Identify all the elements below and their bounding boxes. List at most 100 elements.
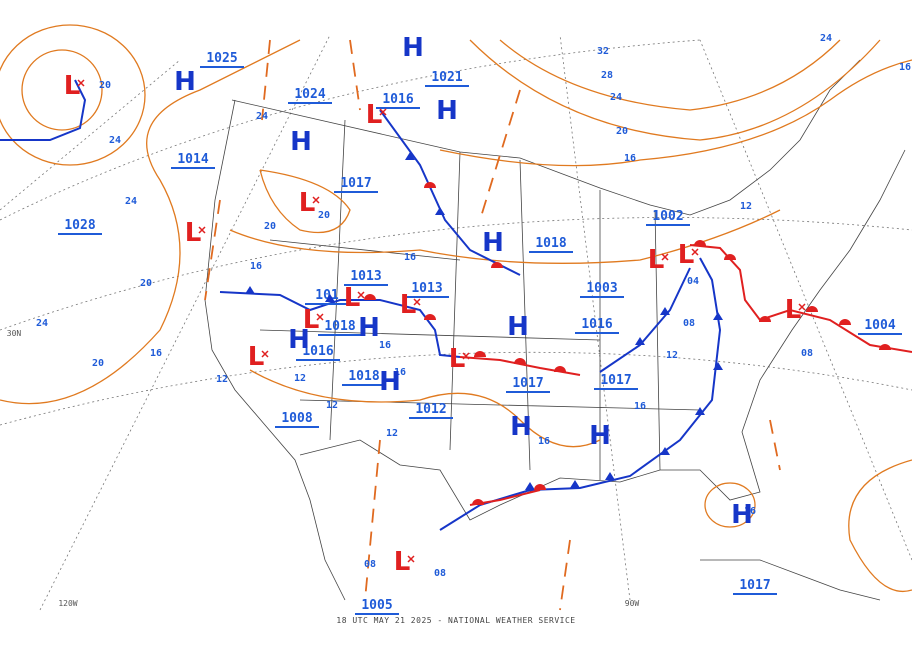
front-symbol [713, 312, 723, 320]
pressure-label: 1017 [340, 176, 371, 191]
front-symbol [525, 482, 535, 490]
high-center: H [290, 127, 312, 157]
isobar [229, 209, 781, 264]
high-center: H [589, 421, 611, 451]
high-center: H [402, 33, 424, 63]
low-marker [661, 253, 669, 261]
front-symbol [554, 366, 566, 372]
grid-label: 120W [58, 599, 77, 608]
isobar-label: 28 [601, 70, 613, 81]
isobar-label: 24 [125, 196, 137, 207]
pressure-label: 1013 [350, 269, 381, 284]
isobar-label: 12 [666, 350, 678, 361]
isobar-label: 16 [744, 506, 756, 517]
isobar-label: 24 [109, 135, 121, 146]
state-lines [259, 119, 701, 480]
pressure-label: 1017 [739, 578, 770, 593]
high-center: H [510, 412, 532, 442]
low-center: L [400, 290, 417, 320]
low-center: L [785, 295, 802, 325]
isobar-label: 12 [294, 373, 306, 384]
low-center: L [299, 188, 316, 218]
isobar-label: 24 [610, 92, 622, 103]
grid-line [699, 39, 912, 561]
pressure-label: 1002 [652, 209, 683, 224]
isobar [21, 49, 103, 131]
low-marker [407, 555, 415, 563]
low-marker [379, 108, 387, 116]
lat-lon-grid [0, 34, 912, 611]
isobar [259, 169, 351, 234]
isobar-label: 16 [404, 252, 416, 263]
pressure-label: 1013 [411, 281, 442, 296]
grid-line [0, 59, 181, 211]
isobar-label: 20 [99, 80, 111, 91]
front-symbol [325, 294, 335, 302]
pressure-label: 1004 [864, 318, 895, 333]
isobar-label: 08 [434, 568, 446, 579]
low-marker [77, 79, 85, 87]
grid-line [39, 34, 331, 611]
high-center: H [379, 367, 401, 397]
grid-label: 30N [7, 329, 22, 338]
grid-line [0, 217, 912, 331]
isobar-label: 12 [326, 400, 338, 411]
isobars [0, 24, 912, 611]
labels: 120W 90W 30N 1025 1024 1021 1016 1014 1017 1028 10… [7, 33, 911, 615]
grid-line [0, 39, 701, 221]
isobar-label: 20 [318, 210, 330, 221]
isobar-label: 20 [140, 278, 152, 289]
front-symbol [660, 307, 670, 315]
low-center: L [344, 283, 361, 313]
high-center: H [482, 228, 504, 258]
high-center: H [507, 312, 529, 342]
isobar-label: 08 [801, 348, 813, 359]
front-symbol [724, 254, 736, 260]
border [231, 59, 861, 216]
coastline [299, 149, 906, 521]
isobar-label: 20 [92, 358, 104, 369]
isobar-label: 24 [256, 111, 268, 122]
isobar-label: 24 [820, 33, 832, 44]
pressure-label: 1025 [206, 51, 237, 66]
front-symbol [694, 240, 706, 246]
isobar-label: 12 [386, 428, 398, 439]
front-symbol [759, 316, 771, 322]
front-symbol [695, 407, 705, 415]
low-center: L [678, 240, 695, 270]
trough [204, 39, 781, 611]
pressure-label: 1024 [294, 87, 325, 102]
isobar-label: 16 [634, 401, 646, 412]
low-center: L [64, 71, 81, 101]
isobar-label: 08 [364, 559, 376, 570]
pressure-label: 1018 [348, 369, 379, 384]
front-symbol [514, 358, 526, 364]
front-symbol [635, 337, 645, 345]
pressure-label: 1003 [586, 281, 617, 296]
front-symbol [364, 294, 376, 300]
isobar [848, 459, 912, 592]
isobar-label: 04 [687, 276, 699, 287]
isobar-label: 12 [740, 201, 752, 212]
pressure-label: 1021 [431, 70, 462, 85]
pressure-label: 1005 [361, 598, 392, 613]
front-symbol [491, 262, 503, 268]
isobar [0, 24, 146, 166]
isobar-label: 16 [379, 340, 391, 351]
low-marker [198, 226, 206, 234]
isobar-label: 20 [264, 221, 276, 232]
pressure-label: 1028 [64, 218, 95, 233]
cold-front [379, 109, 521, 276]
front-symbol [435, 207, 445, 215]
low-marker [316, 313, 324, 321]
front-symbol [879, 344, 891, 350]
front-symbol [713, 362, 723, 370]
low-center: L [303, 305, 320, 335]
isobar-label: 32 [597, 46, 609, 57]
low-center: L [394, 547, 411, 577]
isobar-label: 16 [150, 348, 162, 359]
high-center: H [358, 313, 380, 343]
grid-label: 90W [625, 599, 640, 608]
cuba [700, 559, 881, 601]
